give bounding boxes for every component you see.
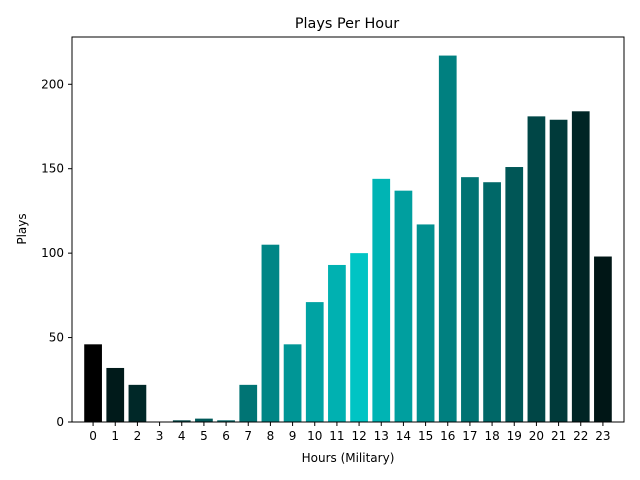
x-tick-label: 6 (222, 429, 230, 443)
x-tick-label: 10 (307, 429, 322, 443)
x-tick-label: 0 (89, 429, 97, 443)
bar-hour-19 (505, 167, 524, 422)
bar-hour-13 (372, 178, 391, 422)
x-tick-label: 16 (440, 429, 455, 443)
bar-hour-16 (438, 55, 457, 423)
bars-group (84, 55, 612, 423)
x-axis-label: Hours (Military) (302, 451, 395, 465)
bar-hour-10 (305, 302, 324, 422)
x-tick-label: 12 (351, 429, 366, 443)
x-tick-label: 15 (418, 429, 433, 443)
chart-title: Plays Per Hour (295, 16, 399, 32)
x-tick-label: 11 (329, 429, 344, 443)
y-tick-label: 200 (41, 77, 64, 91)
bar-hour-14 (394, 190, 413, 422)
bar-hour-0 (84, 344, 102, 422)
x-tick-label: 14 (396, 429, 411, 443)
x-tick-label: 22 (573, 429, 588, 443)
bar-hour-6 (217, 420, 235, 422)
y-ticks: 0 50 100 150 200 (41, 77, 72, 429)
y-tick-label: 150 (41, 162, 64, 176)
x-tick-label: 13 (374, 429, 389, 443)
x-tick-label: 2 (134, 429, 142, 443)
bar-hour-18 (483, 182, 501, 422)
x-tick-label: 19 (507, 429, 522, 443)
x-tick-label: 18 (484, 429, 499, 443)
bar-hour-23 (594, 256, 612, 422)
x-tick-label: 4 (178, 429, 186, 443)
bar-hour-21 (549, 119, 568, 423)
x-tick-label: 9 (289, 429, 297, 443)
y-tick-label: 100 (41, 246, 64, 260)
bar-hour-17 (461, 177, 479, 422)
bar-hour-11 (328, 264, 346, 422)
x-tick-label: 20 (529, 429, 544, 443)
y-tick-label: 0 (56, 415, 64, 429)
x-tick-label: 7 (244, 429, 252, 443)
bar-hour-9 (283, 344, 302, 422)
bar-hour-2 (128, 384, 147, 422)
bar-hour-12 (350, 253, 368, 422)
bar-hour-15 (416, 224, 435, 422)
bar-hour-4 (172, 420, 191, 422)
bar-hour-1 (106, 367, 125, 422)
x-tick-label: 3 (156, 429, 164, 443)
y-tick-label: 50 (49, 331, 64, 345)
y-axis-label: Plays (15, 213, 29, 244)
bar-hour-22 (571, 111, 590, 422)
plot-frame (71, 36, 625, 423)
x-ticks: 0 1 2 3 4 5 6 7 8 9 10 11 12 13 14 15 16 17 18 19 20 21 22 23 (89, 422, 611, 443)
x-tick-label: 1 (111, 429, 119, 443)
bar-hour-7 (239, 384, 258, 422)
x-tick-label: 5 (200, 429, 208, 443)
x-tick-label: 8 (267, 429, 275, 443)
x-tick-label: 23 (595, 429, 610, 443)
x-tick-label: 17 (462, 429, 477, 443)
bar-hour-8 (261, 244, 280, 422)
bar-hour-20 (527, 116, 546, 422)
bar-hour-5 (195, 418, 213, 422)
x-tick-label: 21 (551, 429, 566, 443)
